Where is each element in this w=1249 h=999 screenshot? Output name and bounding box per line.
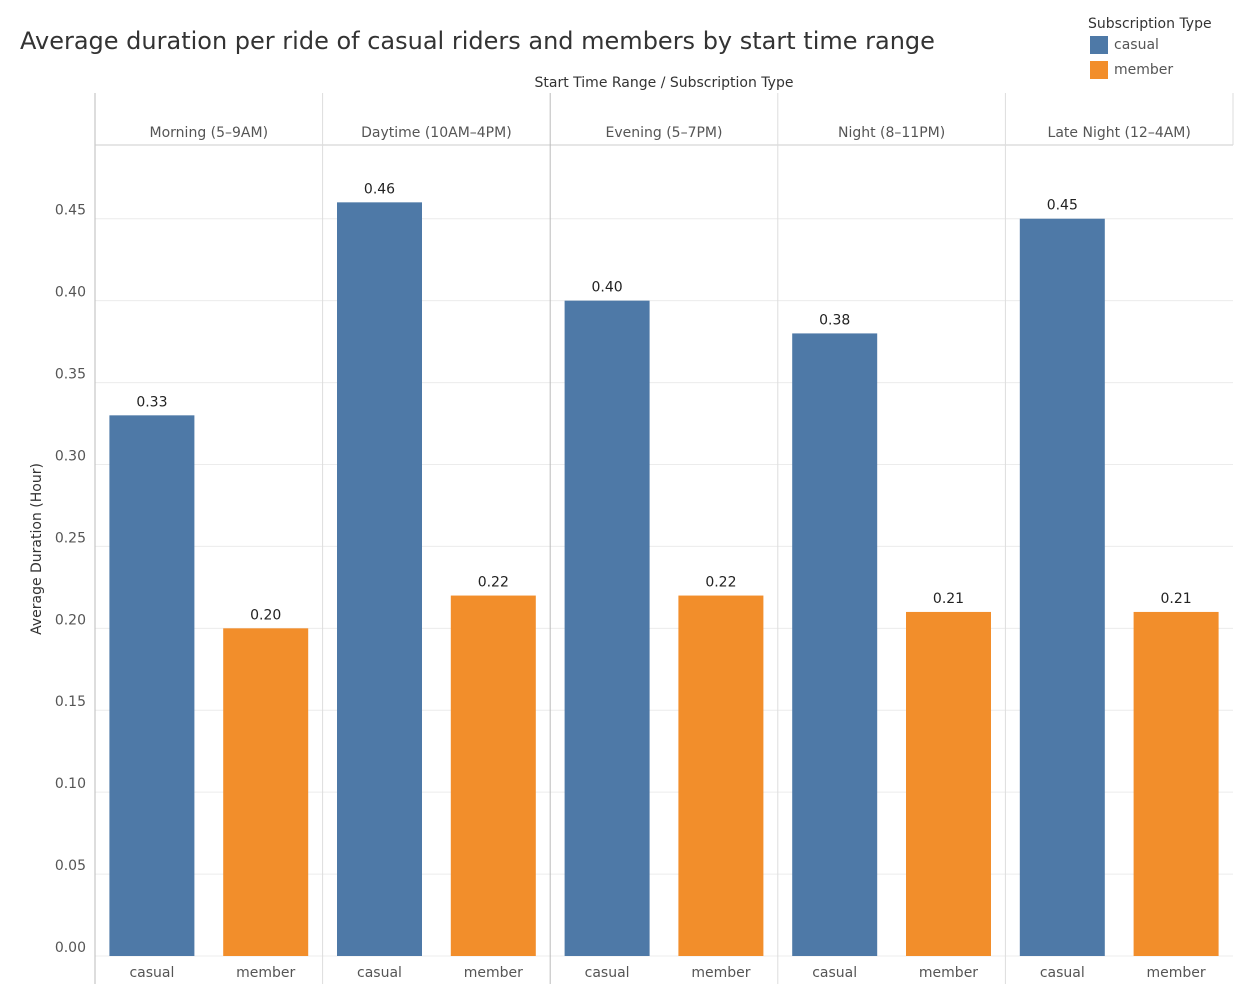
x-tick-label: casual — [129, 965, 174, 981]
data-label: 0.33 — [136, 394, 167, 410]
data-label: 0.20 — [250, 607, 281, 623]
y-tick-label: 0.15 — [55, 694, 86, 710]
data-label: 0.22 — [478, 575, 509, 591]
legend-title: Subscription Type — [1088, 16, 1212, 32]
x-tick-label: member — [464, 965, 523, 981]
y-tick-label: 0.25 — [55, 530, 86, 546]
category-header: Daytime (10AM–4PM) — [361, 125, 512, 141]
bar — [1133, 611, 1219, 956]
bar — [678, 595, 764, 956]
bar — [1019, 218, 1105, 956]
data-label: 0.21 — [933, 591, 964, 607]
legend-label: member — [1114, 62, 1173, 78]
x-tick-label: casual — [585, 965, 630, 981]
x-tick-label: member — [1147, 965, 1206, 981]
bar — [792, 333, 878, 956]
legend-swatch — [1090, 36, 1108, 54]
x-tick-label: member — [691, 965, 750, 981]
category-header: Late Night (12–4AM) — [1048, 125, 1191, 141]
y-tick-label: 0.40 — [55, 285, 86, 301]
bar — [223, 628, 309, 956]
y-tick-label: 0.05 — [55, 858, 86, 874]
x-tick-label: casual — [1040, 965, 1085, 981]
legend-swatch — [1090, 61, 1108, 79]
y-tick-label: 0.45 — [55, 203, 86, 219]
y-tick-label: 0.35 — [55, 367, 86, 383]
y-axis-title: Average Duration (Hour) — [29, 463, 45, 635]
data-label: 0.40 — [592, 280, 623, 296]
data-label: 0.21 — [1161, 591, 1192, 607]
y-tick-label: 0.20 — [55, 612, 86, 628]
data-label: 0.45 — [1047, 198, 1078, 214]
bar — [564, 300, 650, 956]
data-label: 0.22 — [705, 575, 736, 591]
legend-label: casual — [1114, 37, 1159, 53]
y-tick-label: 0.10 — [55, 776, 86, 792]
category-header: Night (8–11PM) — [838, 125, 945, 141]
bar — [906, 611, 991, 956]
x-tick-label: member — [919, 965, 978, 981]
x-tick-label: casual — [812, 965, 857, 981]
x-tick-label: member — [236, 965, 295, 981]
x-tick-label: casual — [357, 965, 402, 981]
x-axis-title: Start Time Range / Subscription Type — [535, 75, 794, 91]
data-label: 0.46 — [364, 181, 395, 197]
bar — [109, 415, 195, 956]
bar — [450, 595, 536, 956]
category-header: Evening (5–7PM) — [606, 125, 723, 141]
bar — [337, 202, 422, 956]
data-label: 0.38 — [819, 312, 850, 328]
y-tick-label: 0.30 — [55, 448, 86, 464]
y-tick-label: 0.00 — [55, 940, 86, 956]
chart-title: Average duration per ride of casual ride… — [20, 27, 935, 55]
category-header: Morning (5–9AM) — [150, 125, 269, 141]
